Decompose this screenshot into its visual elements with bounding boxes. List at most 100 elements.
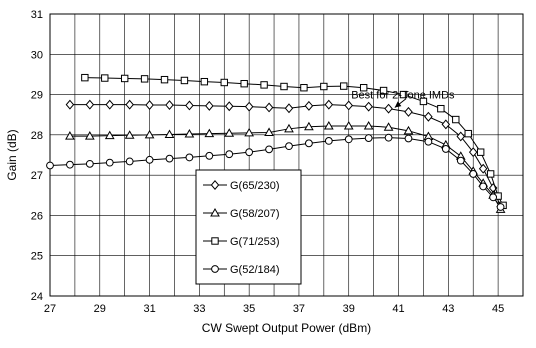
x-tick-label: 29 bbox=[94, 303, 106, 315]
data-point-circle bbox=[489, 193, 498, 202]
data-point-diamond bbox=[364, 101, 373, 112]
data-point-diamond bbox=[468, 147, 478, 158]
data-point-square bbox=[399, 90, 408, 99]
y-tick-label: 25 bbox=[31, 251, 43, 263]
data-point-triangle bbox=[144, 129, 155, 139]
data-point-square bbox=[464, 129, 472, 138]
x-tick-label: 41 bbox=[392, 303, 404, 315]
y-tick-label: 26 bbox=[31, 210, 43, 222]
data-point-square bbox=[160, 75, 169, 84]
data-point-square bbox=[81, 73, 89, 82]
data-point-circle bbox=[245, 148, 254, 157]
data-point-diamond bbox=[324, 99, 334, 110]
x-tick-label: 45 bbox=[492, 303, 504, 315]
data-point-circle bbox=[305, 139, 313, 148]
data-point-diamond bbox=[105, 99, 115, 110]
data-point-circle bbox=[205, 151, 214, 160]
legend: G(65/230) G(58/207) G(71/253) G(52/184) bbox=[195, 169, 302, 285]
data-point-circle bbox=[469, 170, 478, 178]
data-point-diamond bbox=[344, 100, 353, 111]
x-tick-label: 27 bbox=[44, 303, 56, 315]
data-point-diamond bbox=[304, 100, 314, 111]
data-point-triangle bbox=[65, 131, 75, 140]
x-tick-label: 43 bbox=[442, 303, 454, 315]
data-point-triangle bbox=[403, 125, 414, 135]
series-circle bbox=[46, 133, 505, 211]
legend-label: G(58/207) bbox=[230, 208, 280, 220]
data-point-diamond bbox=[185, 100, 194, 111]
data-point-circle bbox=[265, 145, 273, 154]
data-point-triangle bbox=[184, 129, 195, 138]
data-point-diamond bbox=[85, 99, 95, 110]
data-point-square bbox=[120, 74, 129, 83]
data-point-diamond bbox=[125, 99, 134, 110]
data-point-diamond bbox=[224, 101, 234, 112]
data-point-square bbox=[140, 75, 149, 83]
data-point-square bbox=[437, 104, 445, 113]
data-point-square bbox=[486, 170, 495, 178]
y-tick-label: 31 bbox=[31, 9, 43, 21]
data-point-square bbox=[280, 82, 288, 91]
data-point-triangle bbox=[363, 120, 374, 130]
legend-marker-triangle bbox=[210, 207, 220, 217]
data-point-diamond bbox=[65, 99, 75, 110]
legend-item: G(71/253) bbox=[203, 236, 280, 248]
data-point-square bbox=[180, 76, 189, 85]
legend-items: G(65/230) G(58/207) G(71/253) G(52/184) bbox=[203, 180, 280, 276]
legend-item: G(58/207) bbox=[203, 207, 280, 220]
y-axis-title: Gain (dB) bbox=[5, 129, 19, 180]
data-point-circle bbox=[185, 153, 194, 162]
data-point-square bbox=[200, 77, 209, 86]
data-point-circle bbox=[496, 203, 505, 211]
data-point-circle bbox=[225, 150, 234, 159]
data-point-square bbox=[340, 82, 348, 90]
data-point-square bbox=[452, 115, 460, 124]
x-tick-label: 35 bbox=[243, 303, 255, 315]
data-point-triangle bbox=[244, 127, 255, 137]
data-point-square bbox=[476, 148, 485, 156]
data-point-square bbox=[419, 97, 428, 106]
data-point-diamond bbox=[264, 102, 274, 113]
legend-item: G(52/184) bbox=[203, 264, 280, 276]
data-point-circle bbox=[424, 137, 433, 146]
data-point-diamond bbox=[441, 119, 451, 130]
legend-label: G(65/230) bbox=[230, 180, 280, 192]
data-point-square bbox=[260, 81, 268, 89]
data-point-square bbox=[320, 82, 328, 91]
grid bbox=[50, 14, 523, 296]
data-point-triangle bbox=[224, 128, 235, 137]
annotation: Best for 2-Tone IMDs bbox=[351, 90, 455, 108]
data-point-diamond bbox=[424, 111, 433, 122]
tick-labels: 27 29 31 33 35 37 39 41 43 45 24 25 26 27 28 29 30 31 bbox=[31, 9, 504, 315]
y-tick-label: 30 bbox=[31, 49, 43, 61]
data-point-diamond bbox=[145, 100, 154, 111]
data-point-circle bbox=[479, 182, 488, 191]
data-point-diamond bbox=[384, 103, 393, 114]
data-point-diamond bbox=[456, 131, 466, 142]
plot-frame bbox=[49, 13, 524, 297]
data-point-circle bbox=[324, 137, 333, 145]
data-point-circle bbox=[125, 157, 134, 166]
y-tick-label: 24 bbox=[31, 291, 43, 303]
legend-marker-circle bbox=[211, 265, 219, 273]
x-tick-label: 33 bbox=[193, 303, 205, 315]
series-layer bbox=[46, 73, 507, 213]
data-point-circle bbox=[456, 156, 465, 165]
data-point-circle bbox=[145, 155, 154, 164]
data-point-triangle bbox=[84, 131, 95, 140]
data-point-triangle bbox=[284, 123, 294, 133]
x-axis-title: CW Swept Output Power (dBm) bbox=[202, 321, 371, 335]
legend-box bbox=[195, 169, 302, 285]
data-point-circle bbox=[165, 154, 174, 163]
data-point-circle bbox=[285, 142, 293, 151]
data-point-square bbox=[359, 84, 368, 92]
legend-label: G(71/253) bbox=[230, 236, 280, 248]
data-point-circle bbox=[404, 134, 413, 143]
x-tick-label: 37 bbox=[293, 303, 305, 315]
data-point-triangle bbox=[164, 129, 175, 138]
data-point-square bbox=[240, 79, 248, 88]
data-point-square bbox=[101, 74, 109, 82]
data-point-diamond bbox=[478, 163, 488, 174]
data-point-diamond bbox=[284, 103, 294, 114]
